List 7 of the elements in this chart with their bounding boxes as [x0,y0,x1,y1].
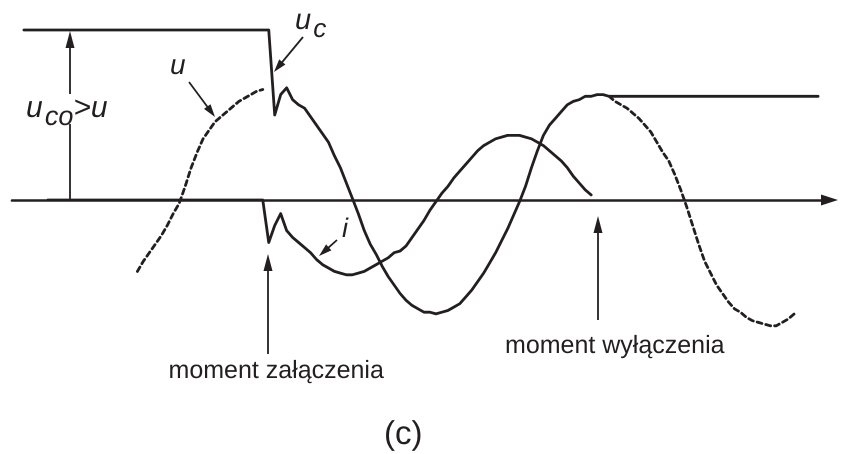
text: (c) [384,414,422,451]
series-label: u [170,49,186,80]
series-label: u$_{c}$ [295,4,326,43]
annotation: u$_{co}$>u [26,91,108,132]
text: moment załączenia [168,356,384,384]
legend-label: i [342,213,348,243]
text: moment wyłączenia [505,331,725,359]
